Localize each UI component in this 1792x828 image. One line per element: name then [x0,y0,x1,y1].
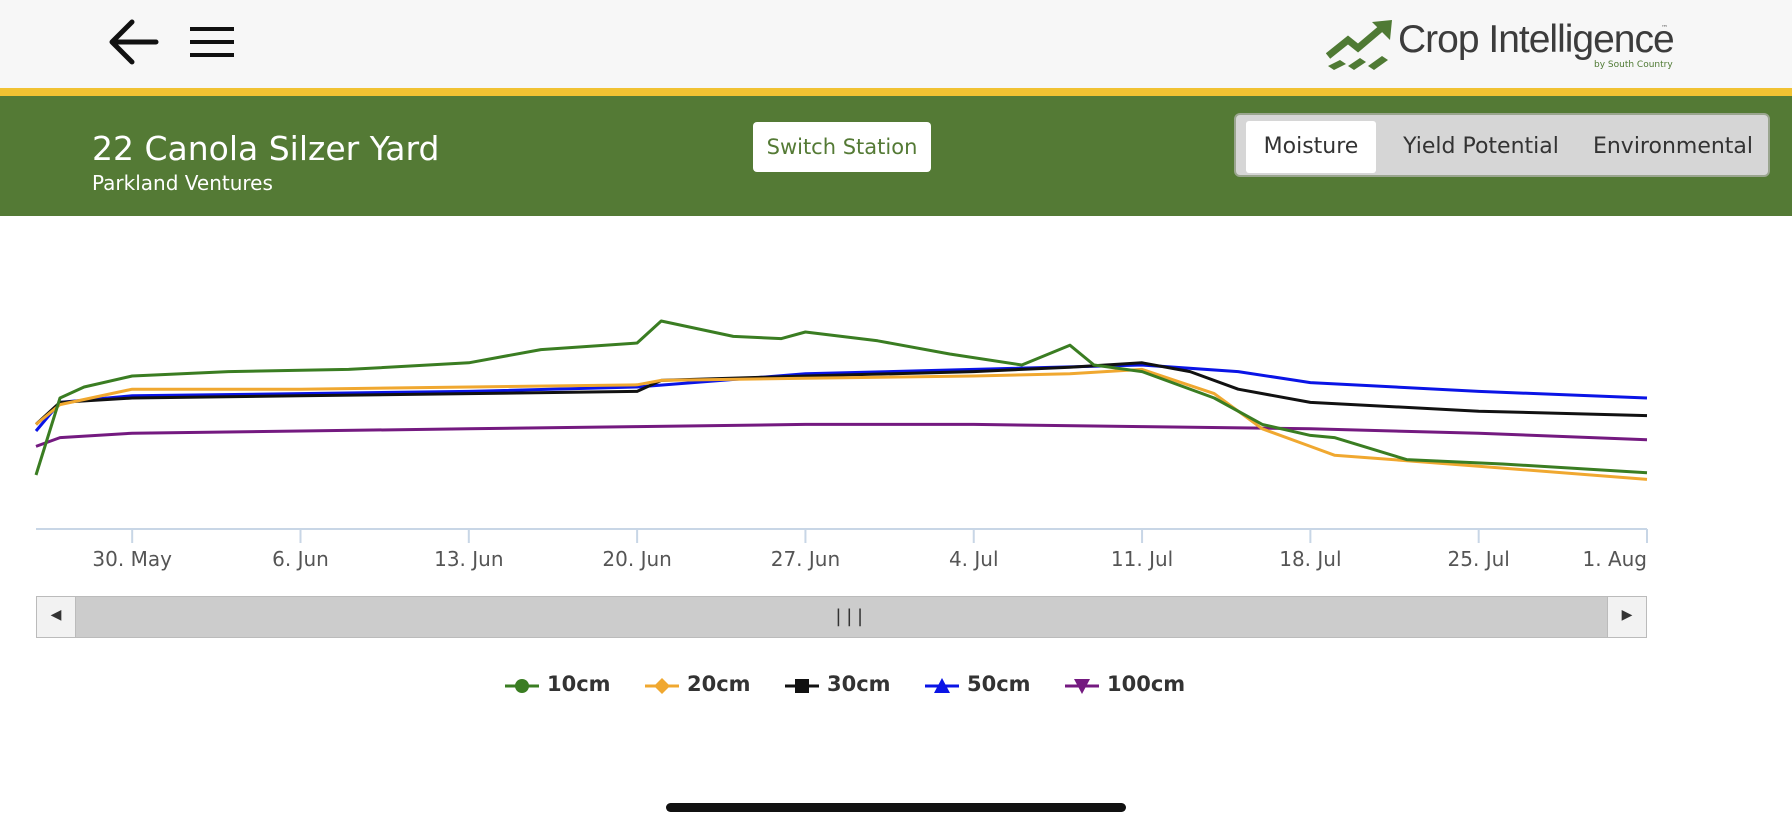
rising-chart-arrow-icon [1326,20,1392,70]
switch-station-button[interactable]: Switch Station [753,122,931,172]
scroll-left-button[interactable]: ◀ [37,597,76,637]
x-tick-label: 18. Jul [1279,547,1341,571]
logo-wordmark: Crop Intelligence [1398,18,1675,61]
tab-yield-potential[interactable]: Yield Potential [1403,134,1559,159]
chart-scrollbar[interactable]: ◀ ||| ▶ [36,596,1647,638]
legend-item-30cm[interactable]: 30cm [785,668,895,704]
x-tick-label: 13. Jun [434,547,503,571]
menu-button[interactable] [190,22,234,62]
x-tick-label: 27. Jun [771,547,840,571]
x-tick-label: 4. Jul [949,547,999,571]
hamburger-menu-icon [190,27,234,57]
legend-label: 30cm [827,672,891,696]
chart-legend: 10cm 20cm 30cm 50cm 100cm [0,668,1792,704]
x-tick-label: 30. May [92,547,172,571]
x-tick-label: 1. Aug [1583,547,1648,571]
legend-label: 10cm [547,672,611,696]
station-title: 22 Canola Silzer Yard [92,129,440,168]
view-tabs: Moisture Yield Potential Environmental [1234,113,1770,177]
legend-item-20cm[interactable]: 20cm [645,668,755,704]
scroll-right-button[interactable]: ▶ [1607,597,1646,637]
arrow-left-icon [109,19,159,65]
series-line-20cm[interactable] [35,367,1648,481]
series-layer [34,319,1648,481]
station-subtitle: Parkland Ventures [92,171,273,195]
legend-label: 20cm [687,672,751,696]
legend-item-10cm[interactable]: 10cm [505,668,615,704]
x-tick-label: 25. Jul [1448,547,1510,571]
x-axis-ticks: 30. May 6. Jun 13. Jun 20. Jun 27. Jun 4. Jul… [92,529,1648,571]
series-line-100cm[interactable] [35,422,1648,448]
triangle-up-marker-icon [925,678,959,693]
x-tick-label: 11. Jul [1111,547,1173,571]
caret-left-icon: ◀ [50,607,62,623]
logo-trademark: ™ [1661,24,1668,32]
legend-item-50cm[interactable]: 50cm [925,668,1035,704]
x-tick-label: 20. Jun [602,547,671,571]
series-line-50cm[interactable] [34,363,1648,432]
crop-intelligence-logo: Crop Intelligence ™ by South Country [1326,14,1675,74]
logo-tagline: by South Country [1594,60,1673,70]
legend-label: 50cm [967,672,1031,696]
legend-label: 100cm [1107,672,1186,696]
x-tick-label: 6. Jun [272,547,329,571]
triangle-down-marker-icon [1065,679,1099,694]
series-line-10cm[interactable] [34,319,1648,476]
back-button[interactable] [108,18,160,66]
square-marker-icon [785,679,819,693]
caret-right-icon: ▶ [1621,607,1633,623]
home-indicator [666,803,1126,812]
tab-environmental[interactable]: Environmental [1592,134,1754,159]
series-line-30cm[interactable] [34,361,1648,426]
scroll-grip[interactable]: ||| [833,606,866,627]
app-header: Crop Intelligence ™ by South Country [0,0,1792,96]
circle-marker-icon [505,679,539,693]
legend-item-100cm[interactable]: 100cm [1065,668,1185,704]
station-bar: 22 Canola Silzer Yard Parkland Ventures … [0,96,1792,216]
moisture-chart: 30. May 6. Jun 13. Jun 20. Jun 27. Jun 4. Jul… [34,319,1648,571]
accent-stripe [0,88,1792,96]
tab-moisture[interactable]: Moisture [1246,121,1376,173]
diamond-marker-icon [645,678,679,694]
